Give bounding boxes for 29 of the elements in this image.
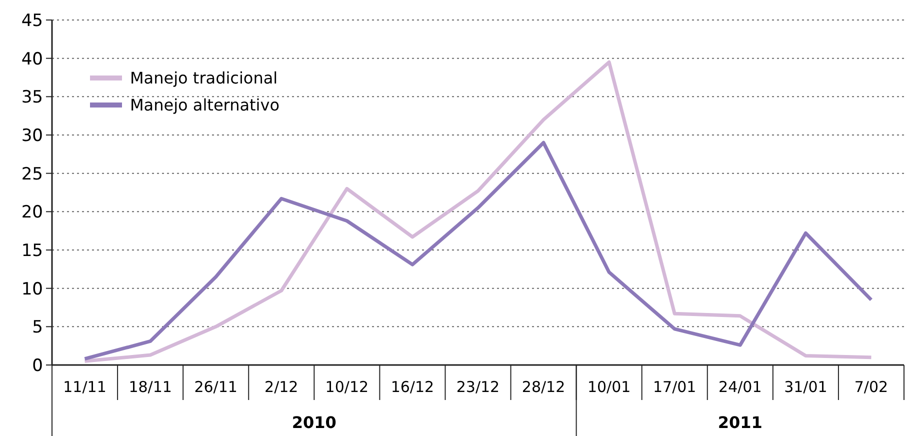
line-series <box>83 140 873 361</box>
y-tick-label: 15 <box>21 240 43 261</box>
x-tick-label: 17/01 <box>653 378 696 396</box>
y-tick-label: 40 <box>21 49 43 70</box>
x-tick-label: 26/11 <box>194 378 238 396</box>
y-tick-label: 35 <box>21 88 43 108</box>
x-tick-label: 7/02 <box>854 378 888 396</box>
x-tick-label: 2/12 <box>264 378 298 396</box>
y-tick-label: 5 <box>32 318 43 338</box>
text: 2010 <box>292 413 336 432</box>
x-tick-label: 10/12 <box>325 378 369 396</box>
y-tick-label: 25 <box>21 164 43 184</box>
line-series <box>83 60 873 363</box>
x-tick-label: 31/01 <box>784 378 828 396</box>
legend-label: Manejo tradicional <box>130 68 278 88</box>
x-tick-label: 23/12 <box>456 378 500 396</box>
y-tick-label: 10 <box>21 279 43 300</box>
x-tick-label: 11/11 <box>63 378 106 396</box>
legend-label: Manejo alternativo <box>130 96 280 115</box>
y-tick-label: 20 <box>21 202 43 223</box>
y-tick-label: 30 <box>21 126 43 146</box>
x-tick-label: 10/01 <box>587 378 631 396</box>
x-tick-label: 28/12 <box>522 378 566 396</box>
text: 2011 <box>718 413 762 432</box>
y-tick-label: 0 <box>32 356 43 376</box>
x-tick-label: 16/12 <box>390 378 434 396</box>
x-tick-label: 18/11 <box>128 378 172 396</box>
y-tick-label: 45 <box>21 10 43 31</box>
x-tick-label: 24/01 <box>718 378 762 396</box>
